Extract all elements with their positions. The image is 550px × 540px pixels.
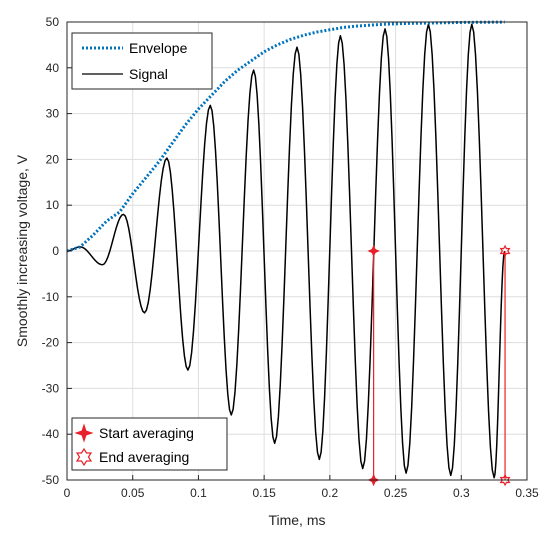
- legend-end-label: End averaging: [99, 449, 189, 465]
- x-tick-label: 0: [64, 486, 71, 500]
- y-tick-label: 10: [46, 198, 60, 212]
- end-averaging-marker: [499, 473, 511, 487]
- x-tick-label: 0.25: [384, 486, 408, 500]
- y-tick-label: 50: [46, 15, 60, 29]
- legend-top-box: [71, 32, 213, 90]
- y-tick-label: 30: [46, 107, 60, 121]
- legend-envelope-label: Envelope: [129, 40, 188, 56]
- envelope-line: [66, 20, 505, 253]
- start-averaging-marker: [367, 244, 380, 258]
- y-tick-label: 40: [46, 61, 60, 75]
- y-tick-label: -30: [42, 381, 60, 395]
- x-tick-label: 0.3: [453, 486, 470, 500]
- x-tick-label: 0.05: [121, 486, 145, 500]
- legend-bottom: Start averaging End averaging: [71, 417, 228, 471]
- x-tick-label: 0.15: [252, 486, 276, 500]
- ticks: 0 0.05 0.1 0.15 0.2 0.25 0.3 0.35 -50 -40 -30 -20 -1…: [42, 15, 539, 500]
- signal-line: [66, 23, 506, 479]
- x-tick-label: 0.35: [515, 486, 539, 500]
- x-tick-label: 0.2: [322, 486, 339, 500]
- y-tick-label: -10: [42, 290, 60, 304]
- y-tick-label: -50: [42, 473, 60, 487]
- legend-signal-label: Signal: [129, 66, 168, 82]
- x-tick-label: 0.1: [190, 486, 207, 500]
- legend-start-label: Start averaging: [99, 425, 194, 441]
- y-tick-label: 0: [52, 244, 59, 258]
- y-tick-label: -40: [42, 427, 60, 441]
- x-axis-label: Time, ms: [268, 512, 325, 528]
- legend-bottom-box: [71, 417, 228, 471]
- y-tick-label: 20: [46, 152, 60, 166]
- y-tick-label: -20: [42, 336, 60, 350]
- series-layer: [66, 20, 511, 487]
- end-averaging-marker: [499, 244, 511, 258]
- legend-end-marker: [75, 447, 93, 467]
- y-axis-label: Smoothly increasing voltage, V: [14, 154, 30, 347]
- legend-top: Envelope Signal: [71, 32, 213, 90]
- legend-start-marker: [74, 423, 94, 443]
